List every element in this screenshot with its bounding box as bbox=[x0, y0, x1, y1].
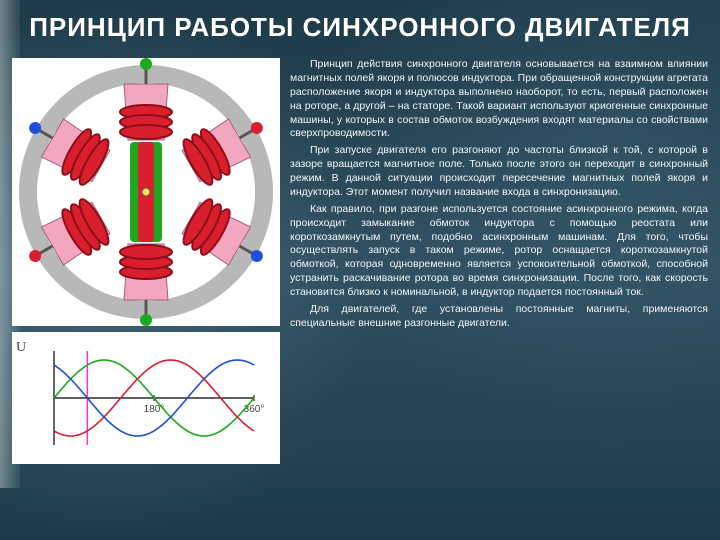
text-column: Принцип действия синхронного двигателя о… bbox=[290, 58, 708, 464]
motor-svg bbox=[12, 58, 280, 326]
wave-svg: 180°360° bbox=[44, 343, 264, 453]
paragraph: Принцип действия синхронного двигателя о… bbox=[290, 58, 708, 141]
paragraph: Как правило, при разгоне используется со… bbox=[290, 203, 708, 300]
paragraph: Для двигателей, где установлены постоянн… bbox=[290, 303, 708, 331]
page-title: ПРИНЦИП РАБОТЫ СИНХРОННОГО ДВИГАТЕЛЯ bbox=[0, 0, 720, 47]
left-column: U 180°360° bbox=[12, 58, 280, 464]
paragraph: При запуске двигателя его разгоняют до ч… bbox=[290, 144, 708, 199]
wave-diagram: U 180°360° bbox=[12, 332, 280, 464]
content-row: U 180°360° Принцип действия синхронного … bbox=[0, 58, 720, 472]
motor-diagram bbox=[12, 58, 280, 326]
wave-axis-label: U bbox=[16, 340, 26, 356]
